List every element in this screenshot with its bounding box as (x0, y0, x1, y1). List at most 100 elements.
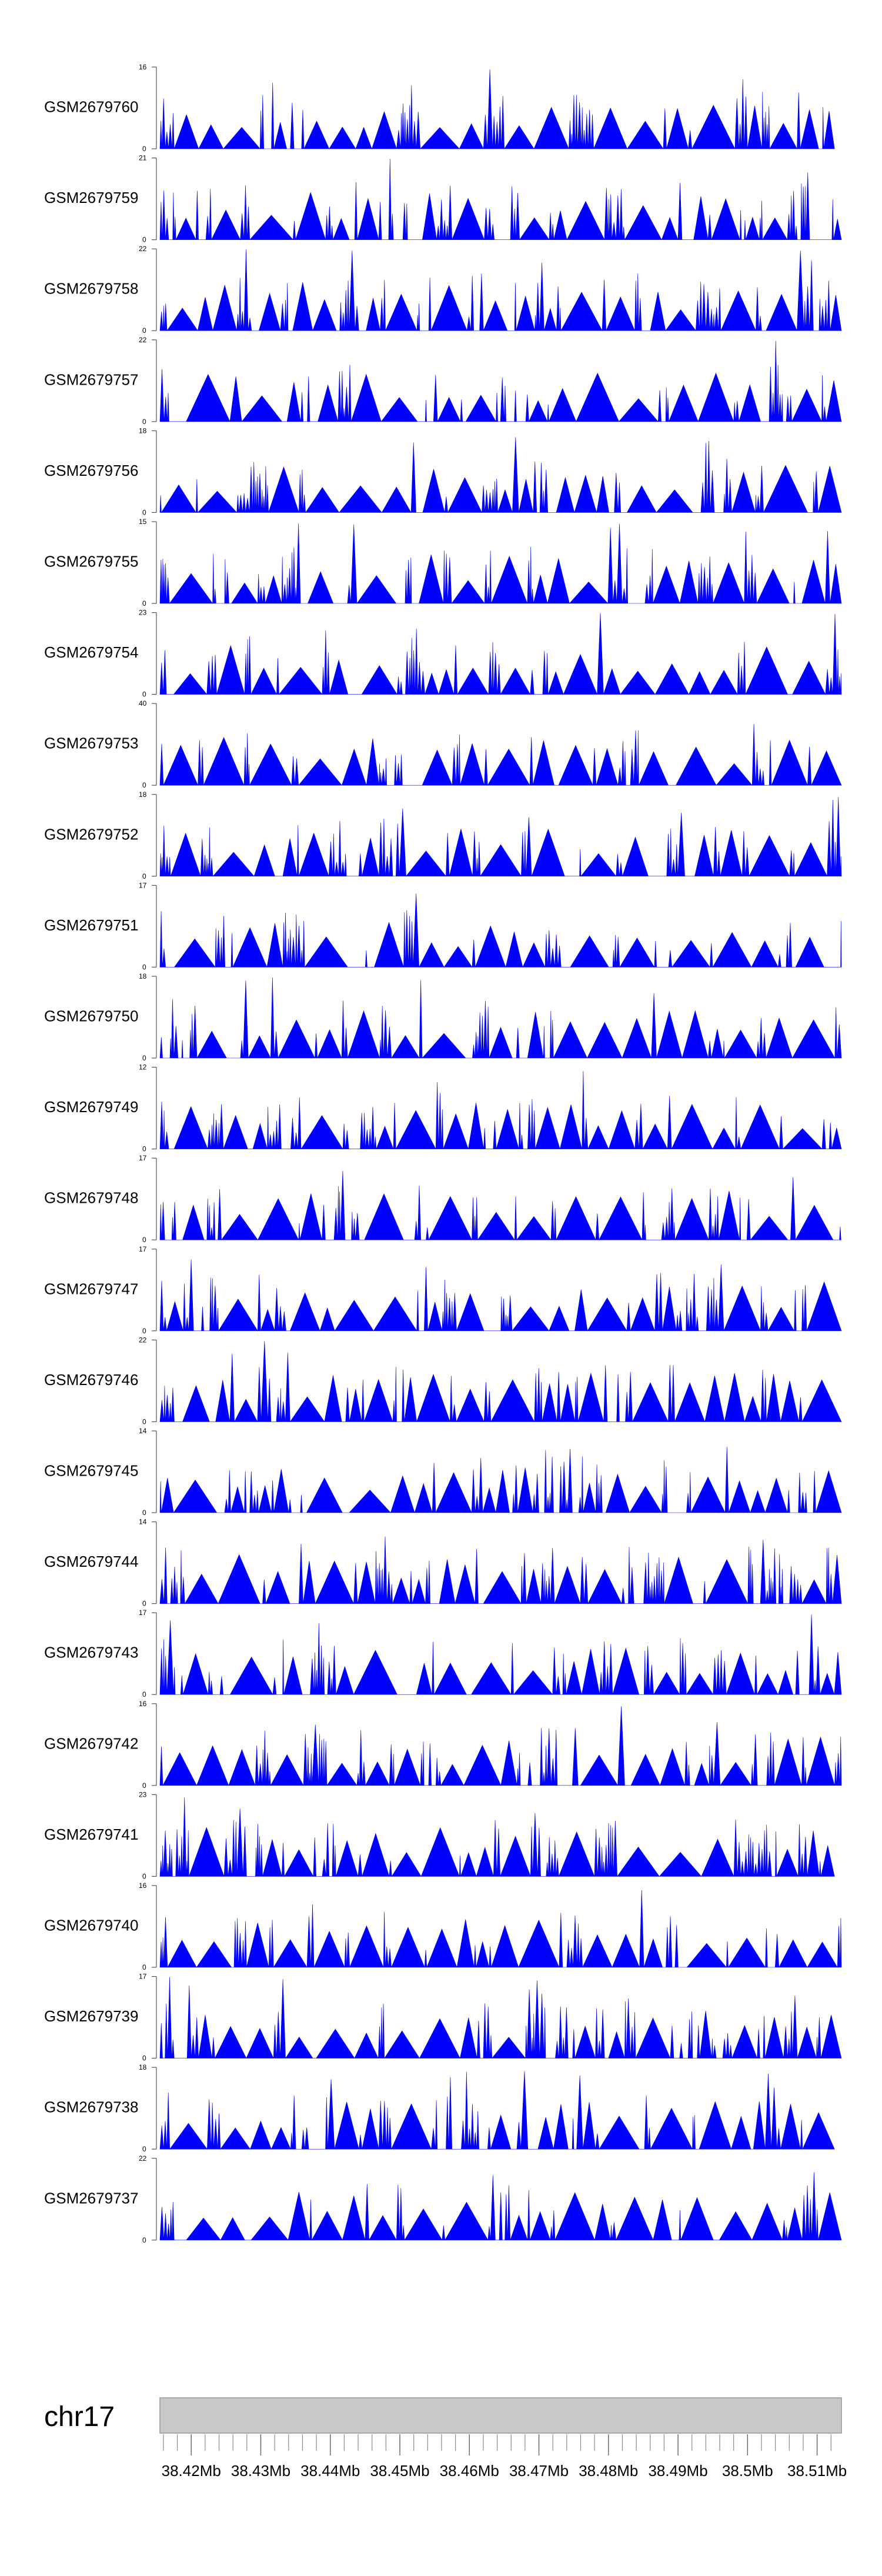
y-axis-max-label: 21 (139, 154, 147, 162)
y-axis-min-label: 0 (142, 963, 146, 971)
y-axis-min-label: 0 (142, 145, 146, 153)
y-axis-min-label: 0 (142, 1327, 146, 1335)
coverage-area (159, 723, 842, 786)
track-label: GSM2679758 (44, 280, 138, 298)
coverage-area (159, 1170, 841, 1241)
y-axis-min-label: 0 (142, 1600, 146, 1608)
chromosome-label: chr17 (44, 2401, 115, 2432)
track-GSM2679744: GSM2679744 14 0 (44, 1518, 842, 1608)
y-axis-min-label: 0 (142, 1145, 146, 1153)
track-GSM2679759: GSM2679759 21 0 (44, 154, 842, 244)
track-GSM2679740: GSM2679740 16 0 (44, 1881, 842, 1971)
track-GSM2679752: GSM2679752 18 0 (44, 790, 842, 880)
track-GSM2679760: GSM2679760 16 0 (44, 63, 835, 153)
track-GSM2679753: GSM2679753 40 0 (44, 699, 842, 789)
track-GSM2679751: GSM2679751 17 0 (44, 881, 842, 971)
track-label: GSM2679753 (44, 735, 138, 752)
y-axis-max-label: 23 (139, 1790, 147, 1798)
y-axis-min-label: 0 (142, 1417, 146, 1426)
track-GSM2679749: GSM2679749 12 0 (44, 1063, 842, 1153)
coverage-area (159, 1977, 842, 2059)
track-label: GSM2679746 (44, 1371, 138, 1389)
y-axis-max-label: 16 (139, 63, 147, 71)
y-axis-min-label: 0 (142, 1872, 146, 1880)
track-label: GSM2679752 (44, 825, 138, 843)
x-tick-label: 38.42Mb (162, 2462, 221, 2480)
coverage-area (159, 249, 842, 332)
track-GSM2679745: GSM2679745 14 0 (44, 1427, 842, 1517)
coverage-area (159, 1071, 842, 1150)
track-label: GSM2679748 (44, 1189, 138, 1207)
y-axis-max-label: 17 (139, 1154, 147, 1162)
y-axis-max-label: 14 (139, 1518, 147, 1526)
y-axis-max-label: 18 (139, 426, 147, 435)
coverage-area (159, 893, 842, 968)
track-label: GSM2679757 (44, 371, 138, 388)
track-label: GSM2679749 (44, 1098, 138, 1116)
coverage-area (159, 1706, 842, 1786)
coverage-area (159, 437, 842, 513)
coverage-area (159, 159, 842, 241)
y-axis-min-label: 0 (142, 1963, 146, 1971)
track-label: GSM2679737 (44, 2189, 138, 2207)
track-GSM2679737: GSM2679737 22 0 (44, 2154, 842, 2244)
y-axis-max-label: 22 (139, 245, 147, 253)
coverage-area (159, 2172, 842, 2241)
y-axis-min-label: 0 (142, 508, 146, 516)
track-GSM2679738: GSM2679738 18 0 (44, 2063, 835, 2153)
track-GSM2679739: GSM2679739 17 0 (44, 1973, 842, 2063)
coverage-area (159, 797, 842, 877)
y-axis-min-label: 0 (142, 418, 146, 426)
y-axis-max-label: 17 (139, 1973, 147, 1981)
y-axis-max-label: 18 (139, 2063, 147, 2071)
coverage-area (159, 2071, 835, 2150)
y-axis-min-label: 0 (142, 2236, 146, 2244)
track-label: GSM2679755 (44, 552, 138, 570)
y-axis-min-label: 0 (142, 872, 146, 880)
x-tick-label: 38.43Mb (231, 2462, 290, 2480)
y-axis-max-label: 22 (139, 1336, 147, 1344)
y-axis-max-label: 17 (139, 1609, 147, 1617)
track-GSM2679746: GSM2679746 22 0 (44, 1336, 842, 1426)
y-axis-max-label: 40 (139, 699, 147, 708)
track-GSM2679742: GSM2679742 16 0 (44, 1700, 842, 1790)
y-axis-max-label: 22 (139, 336, 147, 344)
x-tick-label: 38.46Mb (440, 2462, 499, 2480)
coverage-area (159, 1447, 842, 1513)
coverage-area (159, 613, 842, 695)
tracks-layer: GSM2679760160GSM2679759210GSM2679758220G… (44, 63, 842, 2244)
y-axis-max-label: 16 (139, 1881, 147, 1890)
track-GSM2679754: GSM2679754 23 0 (44, 609, 842, 699)
x-tick-label: 38.51Mb (787, 2462, 847, 2480)
coverage-area (159, 1536, 842, 1604)
track-GSM2679758: GSM2679758 22 0 (44, 245, 842, 335)
y-axis-min-label: 0 (142, 1690, 146, 1699)
track-label: GSM2679739 (44, 2007, 138, 2025)
track-label: GSM2679759 (44, 189, 138, 206)
x-tick-label: 38.45Mb (370, 2462, 429, 2480)
y-axis-max-label: 15 (139, 518, 147, 526)
y-axis-min-label: 0 (142, 690, 146, 699)
track-label: GSM2679738 (44, 2098, 138, 2116)
y-axis-min-label: 0 (142, 1054, 146, 1062)
position-ruler: 38.42Mb 38.43Mb 38.44Mb 38.45Mb 38.46Mb 38.47… (162, 2434, 847, 2480)
coverage-area (159, 977, 842, 1059)
track-GSM2679747: GSM2679747 17 0 (44, 1245, 842, 1335)
track-label: GSM2679751 (44, 916, 138, 934)
x-tick-label: 38.44Mb (300, 2462, 360, 2480)
y-axis-min-label: 0 (142, 236, 146, 244)
y-axis-max-label: 22 (139, 2154, 147, 2163)
y-axis-max-label: 16 (139, 1700, 147, 1708)
coverage-area (159, 1614, 842, 1696)
track-label: GSM2679742 (44, 1734, 138, 1752)
y-axis-min-label: 0 (142, 599, 146, 608)
track-label: GSM2679740 (44, 1916, 138, 1934)
track-GSM2679757: GSM2679757 22 0 (44, 336, 842, 426)
coverage-area (159, 1259, 842, 1332)
coverage-area (159, 1341, 842, 1423)
track-label: GSM2679756 (44, 462, 138, 479)
coverage-area (159, 69, 835, 150)
y-axis-max-label: 14 (139, 1427, 147, 1435)
track-label: GSM2679747 (44, 1280, 138, 1297)
x-tick-label: 38.49Mb (648, 2462, 707, 2480)
